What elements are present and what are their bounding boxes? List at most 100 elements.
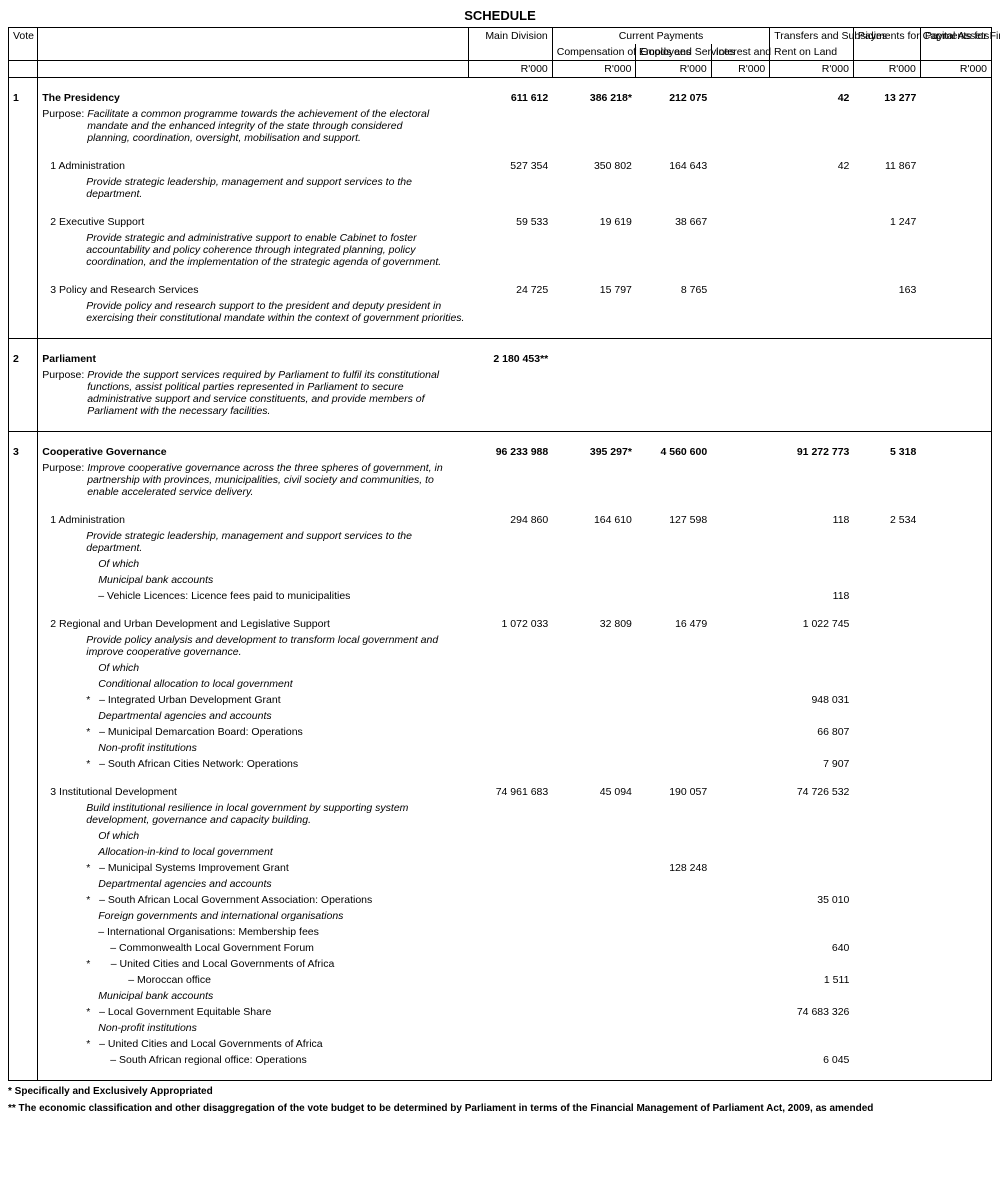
v3-goods: 4 560 600 <box>636 444 711 460</box>
v1p1-main: 527 354 <box>469 158 553 174</box>
purpose-label-2: Purpose: <box>42 369 84 381</box>
v3p2-npi: Non-profit institutions <box>38 740 469 756</box>
vote3-p1: 1 Administration 294 860 164 610 127 598… <box>9 512 992 528</box>
vote1-p1-title: 1 Administration <box>38 158 469 174</box>
v3p1-veh: – Vehicle Licences: Licence fees paid to… <box>38 588 469 604</box>
v3p3-salga: – South African Local Government Associa… <box>99 894 372 906</box>
v3p1-ofwhich: Of which <box>38 556 469 572</box>
vote1-comp: 386 218* <box>552 90 636 106</box>
v1p2-goods: 38 667 <box>636 214 711 230</box>
vote1-trans: 42 <box>770 90 854 106</box>
hdr-compensation: Compensation of Employees <box>552 44 636 61</box>
v3p2-cond: Conditional allocation to local governme… <box>38 676 469 692</box>
v3p3-clgf: – Commonwealth Local Government Forum <box>38 940 469 956</box>
footnote-2: ** The economic classification and other… <box>8 1102 992 1115</box>
v1p1-cap: 11 867 <box>853 158 920 174</box>
v3p1-goods: 127 598 <box>636 512 711 528</box>
vote1-main: 611 612 <box>469 90 553 106</box>
v1p2-desc: Provide strategic and administrative sup… <box>38 230 469 270</box>
vote2-title: Parliament <box>38 351 469 367</box>
schedule-title: SCHEDULE <box>8 8 992 23</box>
vote1-p3-title: 3 Policy and Research Services <box>38 282 469 298</box>
v3p3-dept: Departmental agencies and accounts <box>38 876 469 892</box>
v3p3-mba: Municipal bank accounts <box>38 988 469 1004</box>
vote1-purpose: Purpose: Facilitate a common programme t… <box>9 106 992 146</box>
vote2-num: 2 <box>9 351 38 367</box>
v1p1-trans: 42 <box>770 158 854 174</box>
v3p3-alloc: Allocation-in-kind to local government <box>38 844 469 860</box>
vote3-num: 3 <box>9 444 38 460</box>
vote2-main: 2 180 453** <box>469 351 553 367</box>
vote1-p2-title: 2 Executive Support <box>38 214 469 230</box>
v3p3-uclga: – United Cities and Local Governments of… <box>111 958 335 970</box>
v3p3-comp: 45 094 <box>552 784 636 800</box>
schedule-table: Vote Main Division Current Payments Tran… <box>8 27 992 1081</box>
vote2-purpose-text: Provide the support services required by… <box>87 369 443 417</box>
v3p1-cap: 2 534 <box>853 512 920 528</box>
v3-purpose: Improve cooperative governance across th… <box>87 462 443 498</box>
v3p1-veh-trans: 118 <box>770 588 854 604</box>
purpose-label-3: Purpose: <box>42 462 84 474</box>
v3p3-lges: – Local Government Equitable Share <box>99 1006 271 1018</box>
vote1-header: 1 The Presidency 611 612 386 218* 212 07… <box>9 90 992 106</box>
purpose-label: Purpose: <box>42 108 84 120</box>
v3p3-ofwhich: Of which <box>38 828 469 844</box>
vote3-title: Cooperative Governance <box>38 444 469 460</box>
v3p2-comp: 32 809 <box>552 616 636 632</box>
v3p3-goods: 190 057 <box>636 784 711 800</box>
v3p2-ofwhich: Of which <box>38 660 469 676</box>
vote2-header: 2 Parliament 2 180 453** <box>9 351 992 367</box>
vote3-p3: 3 Institutional Development 74 961 683 4… <box>9 784 992 800</box>
v3p2-goods: 16 479 <box>636 616 711 632</box>
hdr-current-payments: Current Payments <box>552 28 770 45</box>
v3p3-clgf-trans: 640 <box>770 940 854 956</box>
unit-cap: R'000 <box>853 61 920 78</box>
v3p2-main: 1 072 033 <box>469 616 553 632</box>
v3p3-salga-trans: 35 010 <box>770 892 854 908</box>
v1p2-cap: 1 247 <box>853 214 920 230</box>
vote3-header: 3 Cooperative Governance 96 233 988 395 … <box>9 444 992 460</box>
hdr-payments-financial: Payments for Financial Assets <box>920 28 991 61</box>
v3-main: 96 233 988 <box>469 444 553 460</box>
v3p2-sacn: – South African Cities Network: Operatio… <box>99 758 298 770</box>
v3-cap: 5 318 <box>853 444 920 460</box>
v1p3-main: 24 725 <box>469 282 553 298</box>
v1p3-cap: 163 <box>853 282 920 298</box>
v3p3-main: 74 961 683 <box>469 784 553 800</box>
hdr-interest: Interest and Rent on Land <box>711 44 770 61</box>
header-row-1: Vote Main Division Current Payments Tran… <box>9 28 992 45</box>
v3p2-trans: 1 022 745 <box>770 616 854 632</box>
v3p3-title: 3 Institutional Development <box>38 784 469 800</box>
v3p2-iudg: – Integrated Urban Development Grant <box>99 694 281 706</box>
vote1-title: The Presidency <box>38 90 469 106</box>
v3p3-npi: Non-profit institutions <box>38 1020 469 1036</box>
v3p3-moroccan: – Moroccan office <box>38 972 469 988</box>
v3p2-sacn-trans: 7 907 <box>770 756 854 772</box>
hdr-main-division: Main Division <box>469 28 553 61</box>
v3p2-mdb-trans: 66 807 <box>770 724 854 740</box>
v1p3-desc: Provide policy and research support to t… <box>38 298 469 326</box>
v3p2-dept: Departmental agencies and accounts <box>38 708 469 724</box>
v3p1-mba: Municipal bank accounts <box>38 572 469 588</box>
hdr-vote: Vote <box>9 28 38 61</box>
v1p1-goods: 164 643 <box>636 158 711 174</box>
v1p3-goods: 8 765 <box>636 282 711 298</box>
hdr-payments-capital: Payments for Capital Assets <box>853 28 920 61</box>
v1p2-comp: 19 619 <box>552 214 636 230</box>
v3p3-moroccan-trans: 1 511 <box>770 972 854 988</box>
v3p2-mdb: – Municipal Demarcation Board: Operation… <box>99 726 303 738</box>
v1p2-main: 59 533 <box>469 214 553 230</box>
unit-md: R'000 <box>469 61 553 78</box>
v3p3-msig: – Municipal Systems Improvement Grant <box>99 862 289 874</box>
v3p1-desc: Provide strategic leadership, management… <box>38 528 469 556</box>
vote3-p2: 2 Regional and Urban Development and Leg… <box>9 616 992 632</box>
v3p3-trans: 74 726 532 <box>770 784 854 800</box>
v3p1-main: 294 860 <box>469 512 553 528</box>
unit-fin: R'000 <box>920 61 991 78</box>
v3p2-title: 2 Regional and Urban Development and Leg… <box>38 616 469 632</box>
vote1-purpose-text: Facilitate a common programme towards th… <box>87 108 443 144</box>
vote1-p1: 1 Administration 527 354 350 802 164 643… <box>9 158 992 174</box>
footnote-1: * Specifically and Exclusively Appropria… <box>8 1085 992 1098</box>
v3p2-iudg-trans: 948 031 <box>770 692 854 708</box>
v3-trans: 91 272 773 <box>770 444 854 460</box>
